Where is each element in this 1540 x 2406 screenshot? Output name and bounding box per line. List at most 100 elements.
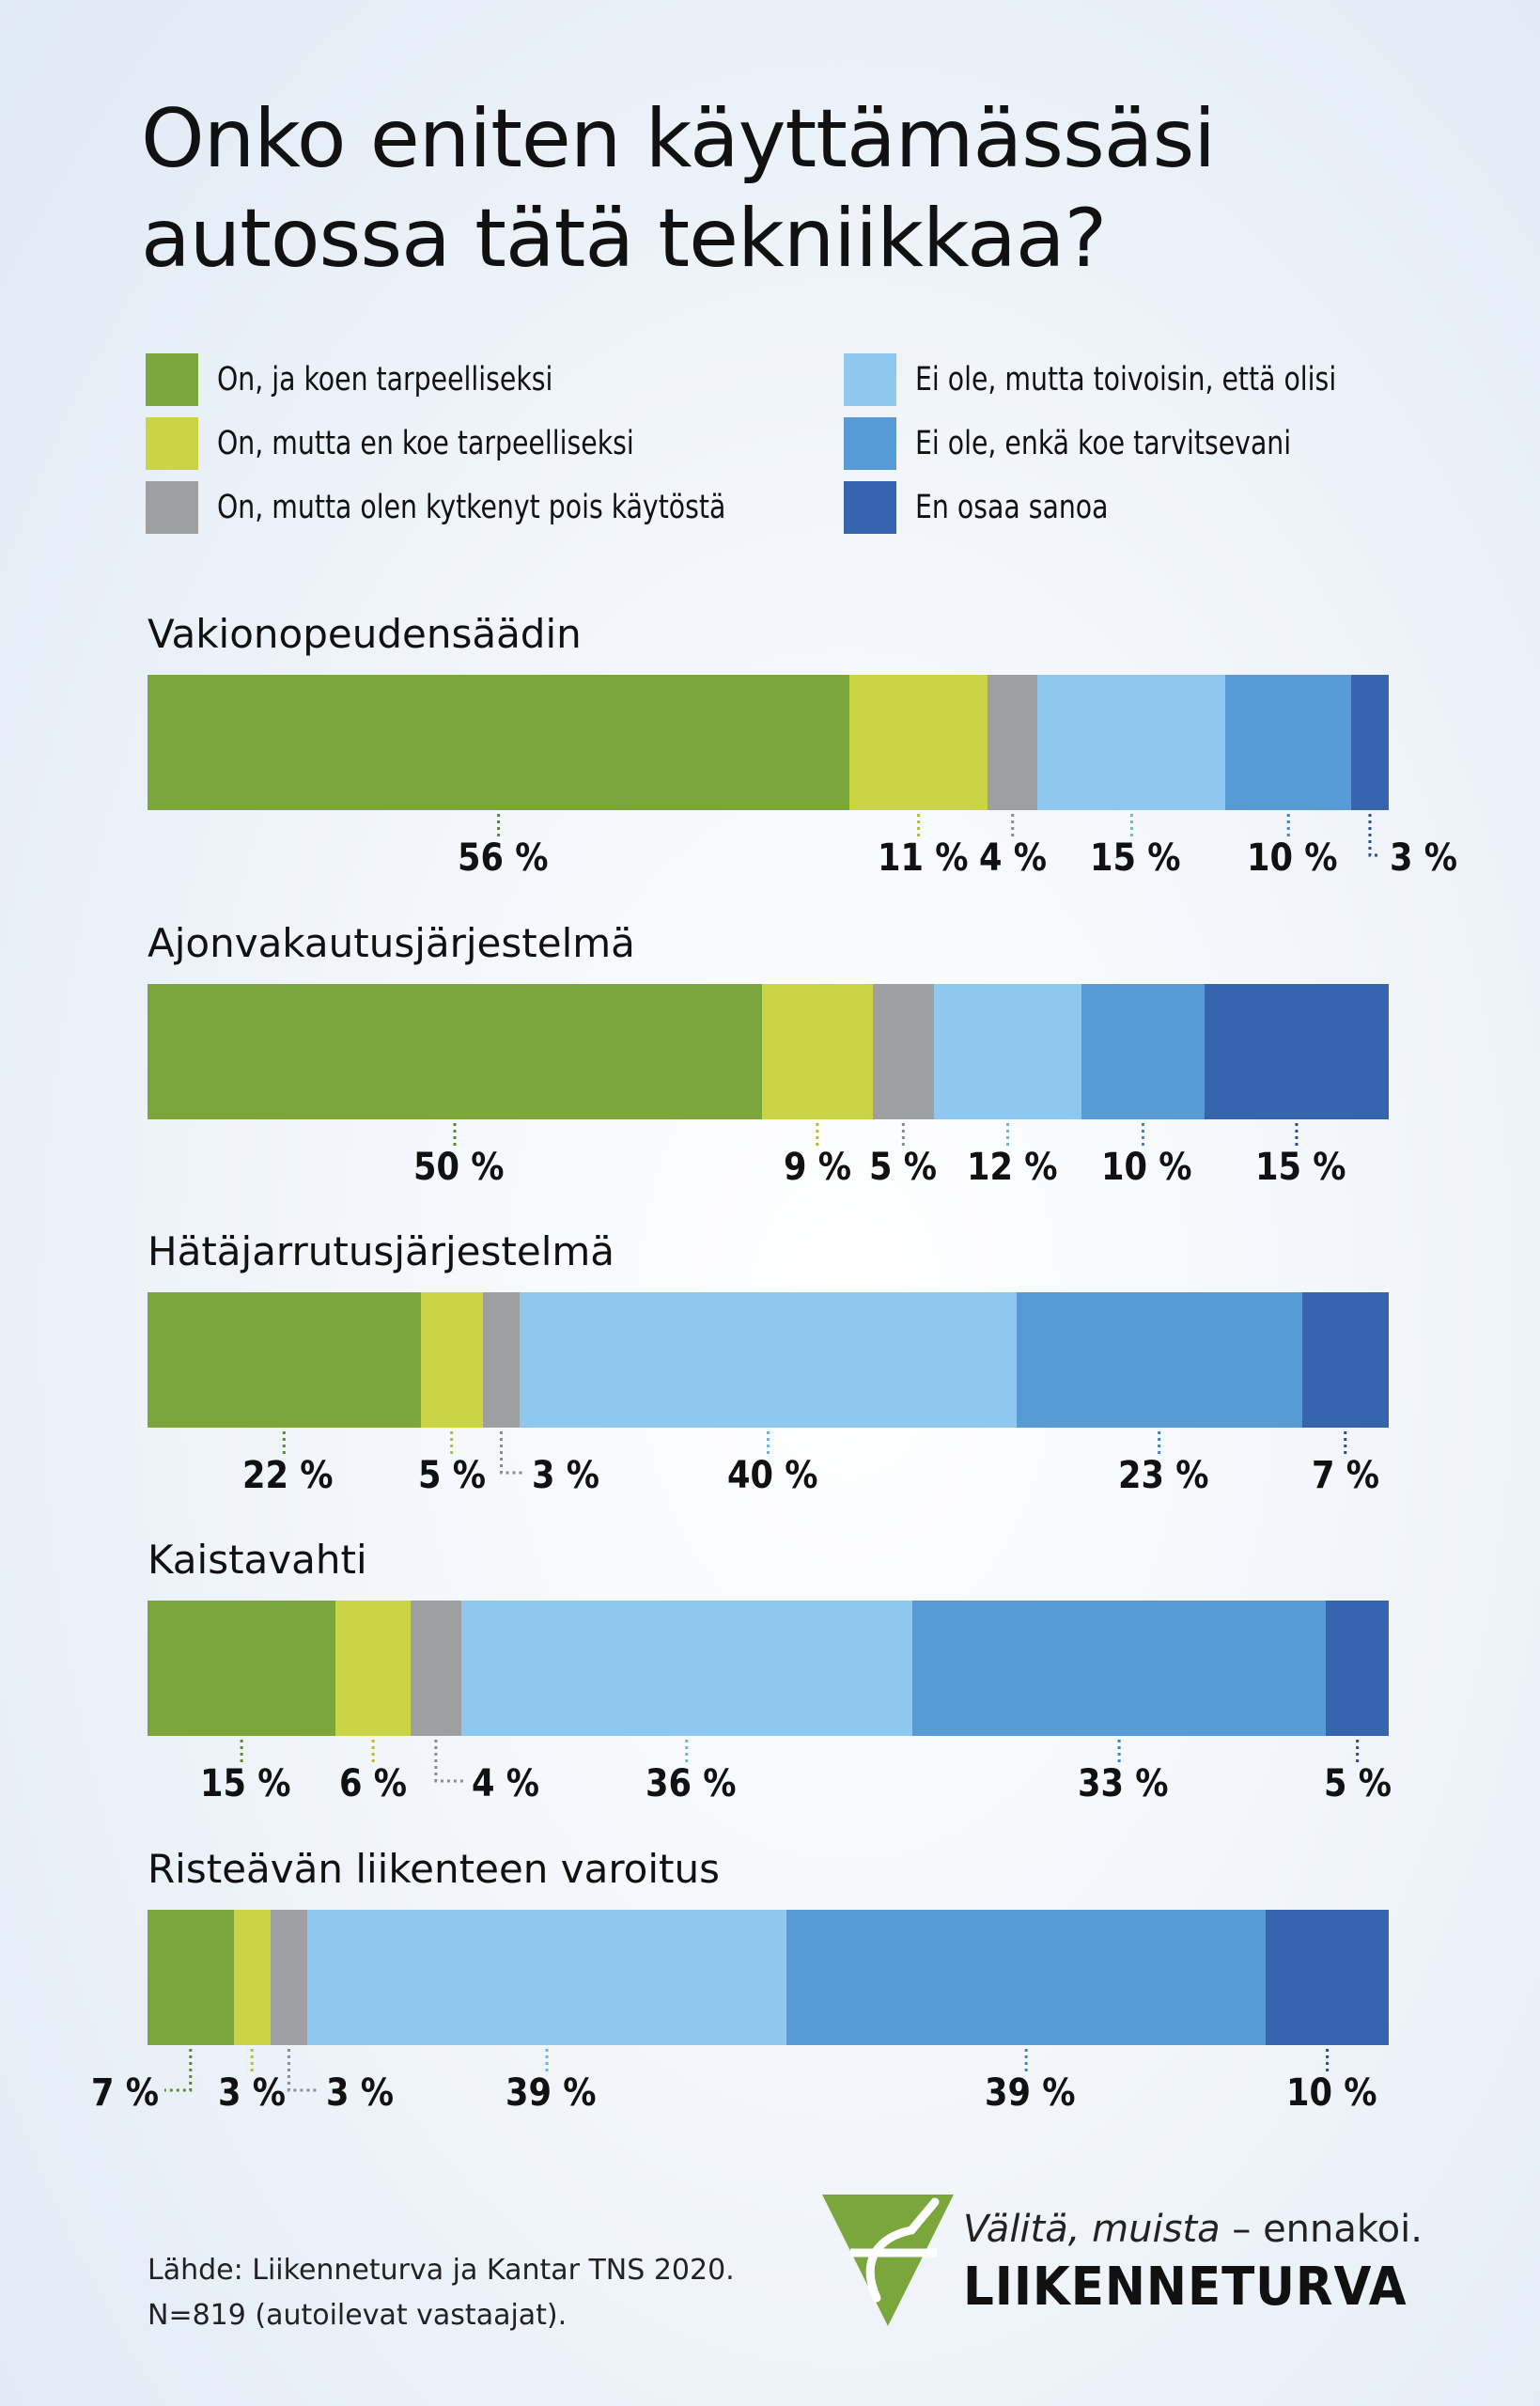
leader-line (499, 1431, 523, 1475)
legend-item-green: On, ja koen tarpeelliseksi (146, 352, 590, 407)
bar-segment (233, 1910, 271, 2045)
data-label: 10 % (1247, 836, 1338, 880)
slogan-italic: Välitä, muista (963, 2208, 1221, 2251)
bar-segment (1326, 1601, 1389, 1736)
data-label: 3 % (1389, 836, 1458, 880)
bar-segment (987, 675, 1038, 810)
logo-slogan: Välitä, muista – ennakoi. (963, 2208, 1423, 2251)
bar-segment (872, 984, 935, 1119)
data-label: 3 % (325, 2071, 395, 2115)
stacked-bar (148, 675, 1389, 810)
leader-line (434, 1740, 463, 1783)
data-label: 3 % (531, 1454, 600, 1497)
data-label: 39 % (985, 2071, 1076, 2115)
legend-item-light-blue: Ei ole, mutta toivoisin, että olisi (844, 352, 1383, 407)
legend-label: On, mutta olen kytkenyt pois käytöstä (217, 489, 726, 526)
bar-segment (1266, 1910, 1389, 2045)
bar-segment (148, 1601, 336, 1736)
legend-swatch (146, 417, 198, 470)
category-label: Hätäjarrutusjärjestelmä (148, 1228, 615, 1274)
category-label: Ajonvakautusjärjestelmä (148, 920, 635, 966)
legend-label: On, mutta en koe tarpeelliseksi (217, 425, 634, 462)
leader-line (287, 2049, 318, 2092)
legend-swatch (844, 417, 896, 470)
leader-line (1368, 814, 1381, 857)
stacked-bar (148, 1601, 1389, 1736)
data-label: 10 % (1101, 1146, 1192, 1189)
bar-segment (148, 1292, 421, 1428)
category-label: Kaistavahti (148, 1537, 367, 1583)
bar-segment (482, 1292, 521, 1428)
data-label: 12 % (966, 1146, 1058, 1189)
data-label: 11 % (877, 836, 969, 880)
stacked-bar (148, 984, 1389, 1119)
category-label: Risteävän liikenteen varoitus (148, 1846, 721, 1892)
legend-label: On, ja koen tarpeelliseksi (217, 361, 553, 398)
legend-swatch (844, 353, 896, 406)
logo-brand: LIIKENNETURVA (963, 2257, 1408, 2318)
legend-swatch (146, 353, 198, 406)
bar-segment (307, 1910, 787, 2045)
bar-segment (786, 1910, 1267, 2045)
data-label: 9 % (783, 1146, 851, 1189)
legend-label: Ei ole, mutta toivoisin, että olisi (915, 361, 1337, 398)
legend-swatch (146, 481, 198, 534)
bar-segment (1016, 1292, 1302, 1428)
category-label: Vakionopeudensäädin (148, 611, 582, 657)
liikenneturva-logo: Välitä, muista – ennakoi. LIIKENNETURVA (822, 2195, 1423, 2326)
bar-segment (1225, 675, 1351, 810)
bar-segment (520, 1292, 1017, 1428)
legend-item-yellow: On, mutta en koe tarpeelliseksi (146, 416, 680, 471)
source-note: Lähde: Liikenneturva ja Kantar TNS 2020.… (148, 2248, 735, 2338)
data-label: 39 % (506, 2071, 597, 2115)
data-label: 6 % (339, 1762, 408, 1805)
bar-segment (934, 984, 1081, 1119)
bar-segment (148, 675, 850, 810)
data-label: 4 % (978, 836, 1047, 880)
data-label: 3 % (217, 2071, 287, 2115)
data-label: 4 % (471, 1762, 540, 1805)
source-line: Lähde: Liikenneturva ja Kantar TNS 2020. (148, 2254, 735, 2287)
bar-segment (761, 984, 873, 1119)
stacked-bar-charts: Vakionopeudensäädin 56 % 11 % 4 % 15 % 10 % 3 … (90, 611, 1458, 2115)
bar-segment (849, 675, 988, 810)
bar-segment (420, 1292, 483, 1428)
logo-mark-icon (822, 2195, 954, 2326)
title-line-2: autossa tätä tekniikkaa? (141, 192, 1107, 286)
bar-segment (411, 1601, 461, 1736)
leader-lines (164, 814, 1381, 2092)
data-label: 36 % (645, 1762, 737, 1805)
data-label: 50 % (412, 1146, 505, 1189)
bar-segment (1204, 984, 1389, 1119)
data-label: 15 % (200, 1762, 291, 1805)
data-label: 5 % (417, 1454, 486, 1497)
leader-line (164, 2049, 193, 2092)
data-label: 5 % (869, 1146, 938, 1189)
legend-label: Ei ole, enkä koe tarvitsevani (915, 425, 1292, 462)
legend-item-mid-blue: Ei ole, enkä koe tarvitsevani (844, 416, 1333, 471)
data-label: 33 % (1078, 1762, 1169, 1805)
legend: On, ja koen tarpeelliseksi On, mutta en … (146, 352, 1461, 550)
data-label: 7 % (90, 2071, 160, 2115)
bar-segment (148, 984, 762, 1119)
legend-item-dark-blue: En osaa sanoa (844, 480, 1129, 535)
stacked-bar (148, 1910, 1389, 2045)
stacked-bar (148, 1292, 1389, 1428)
title-line-1: Onko eniten käyttämässäsi (141, 92, 1216, 186)
data-label: 40 % (726, 1454, 818, 1497)
bar-segment (148, 1910, 234, 2045)
data-label: 56 % (457, 836, 549, 880)
data-label: 15 % (1254, 1146, 1346, 1189)
bar-segment (1301, 1292, 1389, 1428)
data-label: 7 % (1311, 1454, 1379, 1497)
bar-segment (1350, 675, 1389, 810)
data-label: 23 % (1117, 1454, 1209, 1497)
legend-item-gray: On, mutta olen kytkenyt pois käytöstä (146, 480, 783, 535)
bar-segment (1081, 984, 1205, 1119)
data-label: 15 % (1090, 836, 1181, 880)
legend-label: En osaa sanoa (915, 489, 1109, 526)
bar-segment (270, 1910, 308, 2045)
sample-size-line: N=819 (autoilevat vastaajat). (148, 2299, 568, 2332)
chart-title: Onko eniten käyttämässäsi autossa tätä t… (141, 89, 1456, 289)
bar-segment (911, 1601, 1327, 1736)
